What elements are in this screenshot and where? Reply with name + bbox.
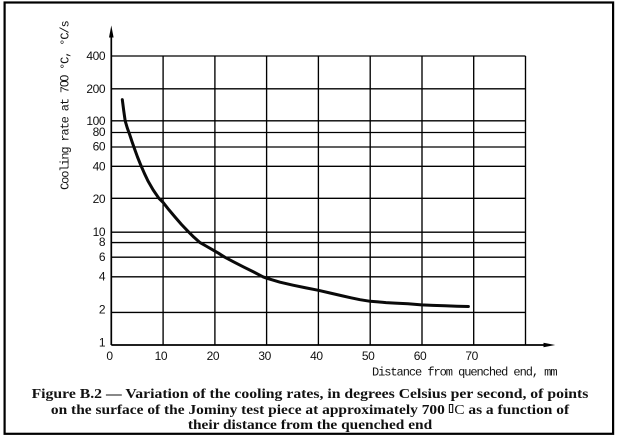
- svg-text:200: 200: [86, 82, 106, 96]
- svg-text:30: 30: [258, 349, 271, 363]
- svg-text:60: 60: [93, 140, 106, 154]
- svg-text:8: 8: [99, 235, 106, 249]
- svg-text:400: 400: [86, 49, 106, 63]
- svg-text:80: 80: [93, 125, 106, 139]
- svg-text:40: 40: [310, 349, 323, 363]
- svg-text:4: 4: [99, 270, 106, 284]
- svg-text:20: 20: [93, 192, 106, 206]
- svg-text:70: 70: [465, 349, 478, 363]
- svg-text:Cooling rate at 700 °C, °C/s: Cooling rate at 700 °C, °C/s: [57, 21, 72, 190]
- svg-text:60: 60: [414, 349, 427, 363]
- svg-text:2: 2: [99, 303, 106, 317]
- svg-text:1: 1: [99, 335, 106, 349]
- svg-text:100: 100: [86, 114, 106, 128]
- svg-text:6: 6: [99, 250, 106, 264]
- svg-text:40: 40: [93, 160, 106, 174]
- svg-text:50: 50: [362, 349, 375, 363]
- svg-text:20: 20: [207, 349, 220, 363]
- svg-text:0: 0: [106, 349, 113, 363]
- svg-text:Distance from quenched end, mm: Distance from quenched end, mm: [372, 366, 557, 380]
- svg-text:10: 10: [93, 225, 106, 239]
- svg-text:10: 10: [155, 349, 168, 363]
